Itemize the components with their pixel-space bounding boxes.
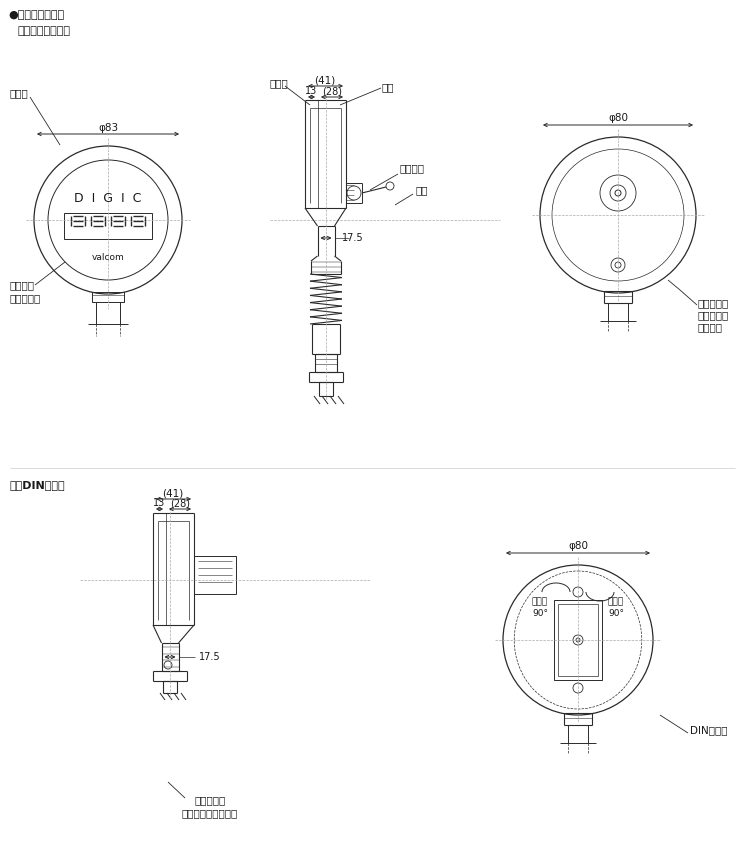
- Text: 机体: 机体: [382, 82, 395, 92]
- Bar: [194, 556, 236, 593]
- Text: 正面面板: 正面面板: [10, 280, 35, 290]
- Text: valcom: valcom: [92, 253, 124, 263]
- Text: DIN连接器: DIN连接器: [690, 725, 728, 735]
- Text: 每次转: 每次转: [532, 598, 548, 607]
- Bar: [558, 604, 598, 676]
- Bar: [92, 292, 124, 302]
- Text: 90°: 90°: [608, 609, 624, 617]
- Text: (28): (28): [170, 498, 190, 508]
- Text: 显示器: 显示器: [10, 88, 29, 98]
- Text: ●直接连接传感器: ●直接连接传感器: [8, 10, 64, 20]
- Text: 电缆接头: 电缆接头: [400, 163, 425, 173]
- Text: φ80: φ80: [608, 113, 628, 123]
- Text: 13: 13: [305, 86, 317, 96]
- Text: 17.5: 17.5: [342, 233, 364, 243]
- Text: 90°: 90°: [532, 609, 548, 617]
- Text: φ80: φ80: [568, 541, 588, 551]
- Text: (28): (28): [322, 86, 342, 96]
- Text: （带有防水过滤器）: （带有防水过滤器）: [182, 808, 238, 818]
- Bar: [64, 213, 152, 239]
- Text: (41): (41): [314, 75, 336, 85]
- Text: 空气连通孔: 空气连通孔: [698, 298, 729, 308]
- Text: 空气连通孔: 空气连通孔: [194, 795, 226, 805]
- Text: 背面DIN连接器: 背面DIN连接器: [10, 480, 66, 490]
- Text: 17.5: 17.5: [198, 652, 220, 662]
- Text: 背面电缆直接连接: 背面电缆直接连接: [18, 26, 71, 36]
- Text: 每次转: 每次转: [608, 598, 624, 607]
- Text: （亚克力）: （亚克力）: [10, 293, 41, 303]
- Text: 环形盖: 环形盖: [270, 78, 289, 88]
- Text: （带有防水: （带有防水: [698, 310, 729, 320]
- Text: 过滤器）: 过滤器）: [698, 322, 723, 332]
- Text: 13: 13: [153, 498, 165, 508]
- Text: (41): (41): [162, 488, 183, 498]
- Text: 电缆: 电缆: [415, 185, 428, 195]
- Text: D  I  G  I  C: D I G I C: [74, 191, 142, 205]
- Bar: [554, 600, 602, 680]
- Text: φ83: φ83: [98, 123, 118, 133]
